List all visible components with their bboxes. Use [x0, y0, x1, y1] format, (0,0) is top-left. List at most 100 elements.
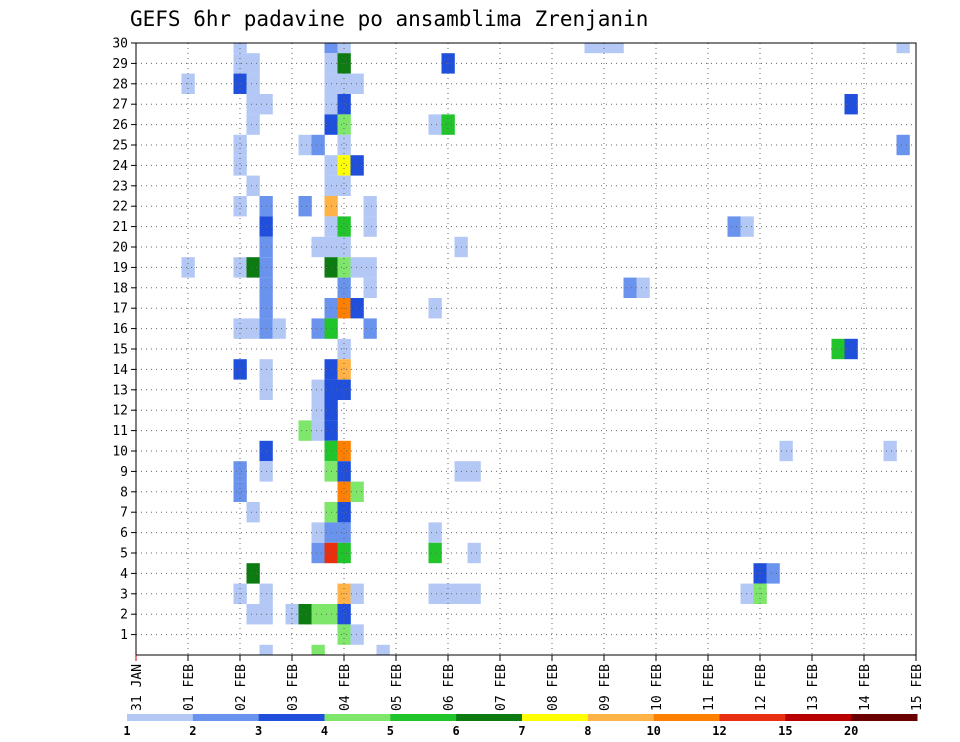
heatmap-cell [766, 563, 780, 584]
heatmap-cell [337, 277, 351, 298]
heatmap-cell [311, 522, 325, 543]
heatmap-cell [740, 216, 754, 237]
colorbar-swatch [851, 714, 918, 721]
heatmap-cell [584, 43, 598, 54]
heatmap-cell [298, 196, 312, 217]
y-tick-label: 7 [120, 506, 128, 521]
heatmap-cell [337, 624, 351, 645]
heatmap-cell [298, 420, 312, 441]
heatmap-cell [350, 624, 364, 645]
y-tick-label: 16 [112, 322, 128, 337]
y-tick-label: 26 [112, 118, 128, 133]
heatmap-cell [233, 196, 247, 217]
x-tick-label: 02 FEB [234, 664, 249, 711]
y-tick-label: 6 [120, 526, 128, 541]
y-tick-label: 2 [120, 608, 128, 623]
heatmap-cell [363, 257, 377, 278]
chart-title: GEFS 6hr padavine po ansamblima Zrenjani… [130, 7, 648, 31]
heatmap-cell [441, 114, 455, 135]
x-tick-label: 06 FEB [442, 664, 457, 711]
heatmap-cell [272, 318, 286, 339]
y-tick-label: 4 [120, 567, 128, 582]
heatmap-cell [740, 583, 754, 604]
y-tick-label: 24 [112, 159, 128, 174]
colorbar-label: 7 [518, 724, 525, 738]
heatmap-cell [363, 318, 377, 339]
colorbar-swatch [522, 714, 589, 721]
y-axis: 1234567891011121314151617181920212223242… [112, 37, 136, 643]
colorbar-label: 4 [321, 724, 328, 738]
x-tick-label: 14 FEB [858, 664, 873, 711]
y-tick-label: 8 [120, 485, 128, 500]
heatmap-cell [337, 522, 351, 543]
heatmap-cell [883, 440, 897, 462]
y-tick-label: 29 [112, 57, 128, 72]
y-tick-label: 30 [112, 37, 128, 52]
heatmap-cell [350, 73, 364, 94]
heatmap-cell [246, 94, 260, 115]
heatmap-cell [337, 481, 351, 502]
colorbar-label: 2 [189, 724, 196, 738]
heatmap-cell [428, 583, 442, 604]
heatmap-cell [363, 196, 377, 217]
y-tick-label: 21 [112, 220, 128, 235]
heatmap-cell [350, 583, 364, 604]
heatmap-cell [337, 461, 351, 482]
heatmap-cell [636, 277, 650, 298]
colorbar-label: 8 [584, 724, 591, 738]
heatmap-cell [311, 644, 325, 655]
heatmap-cell [233, 155, 247, 176]
cells-layer [181, 43, 910, 655]
heatmap-cell [337, 175, 351, 196]
colorbar-swatch [653, 714, 720, 721]
heatmap-cell [246, 175, 260, 196]
heatmap-cell [246, 257, 260, 278]
x-tick-label: 03 FEB [286, 664, 301, 711]
heatmap-cell [428, 542, 442, 564]
colorbar-swatch [258, 714, 325, 721]
colorbar-swatch [587, 714, 655, 721]
y-tick-label: 14 [112, 363, 128, 378]
heatmap-cell [337, 502, 351, 523]
heatmap-cell [259, 644, 273, 655]
colorbar-label: 15 [778, 724, 792, 738]
x-axis: 31 JAN 01 FEB 02 FEB 03 FEB 04 FEB 05 FEB 06 F… [130, 655, 925, 711]
colorbar-label: 10 [646, 724, 660, 738]
x-tick-label: 11 FEB [702, 664, 717, 711]
x-tick-label: 12 FEB [754, 664, 769, 711]
heatmap-cell [467, 583, 481, 604]
heatmap-cell [233, 481, 247, 502]
colorbar-swatch [390, 714, 457, 721]
heatmap-cell [324, 43, 338, 54]
heatmap-cell [246, 318, 260, 339]
colorbar-swatch [324, 714, 391, 721]
y-tick-label: 12 [112, 404, 128, 419]
heatmap-cell [428, 114, 442, 135]
heatmap-cell [467, 461, 481, 482]
heatmap-cell [233, 461, 247, 482]
heatmap-cell [311, 542, 325, 564]
heatmap-cell [623, 277, 637, 298]
x-tick-label: 13 FEB [806, 664, 821, 711]
x-tick-label: 07 FEB [494, 664, 509, 711]
heatmap-cell [181, 257, 195, 278]
heatmap-cell [350, 298, 364, 319]
heatmap-cell [298, 604, 312, 625]
colorbar-label: 6 [453, 724, 460, 738]
y-tick-label: 13 [112, 383, 128, 398]
colorbar-swatch [785, 714, 852, 721]
heatmap-cell [285, 604, 299, 625]
heatmap-cell [363, 216, 377, 237]
heatmap-cell [233, 134, 247, 156]
heatmap-cell [337, 94, 351, 115]
x-tick-label: 08 FEB [546, 664, 561, 711]
y-tick-label: 22 [112, 200, 128, 215]
heatmap-cell [246, 53, 260, 74]
heatmap-cell [337, 155, 351, 176]
heatmap-cell [337, 134, 351, 156]
x-tick-label: 15 FEB [910, 664, 925, 711]
heatmap-cell [337, 216, 351, 237]
y-tick-label: 23 [112, 179, 128, 194]
heatmap-cell [246, 502, 260, 523]
